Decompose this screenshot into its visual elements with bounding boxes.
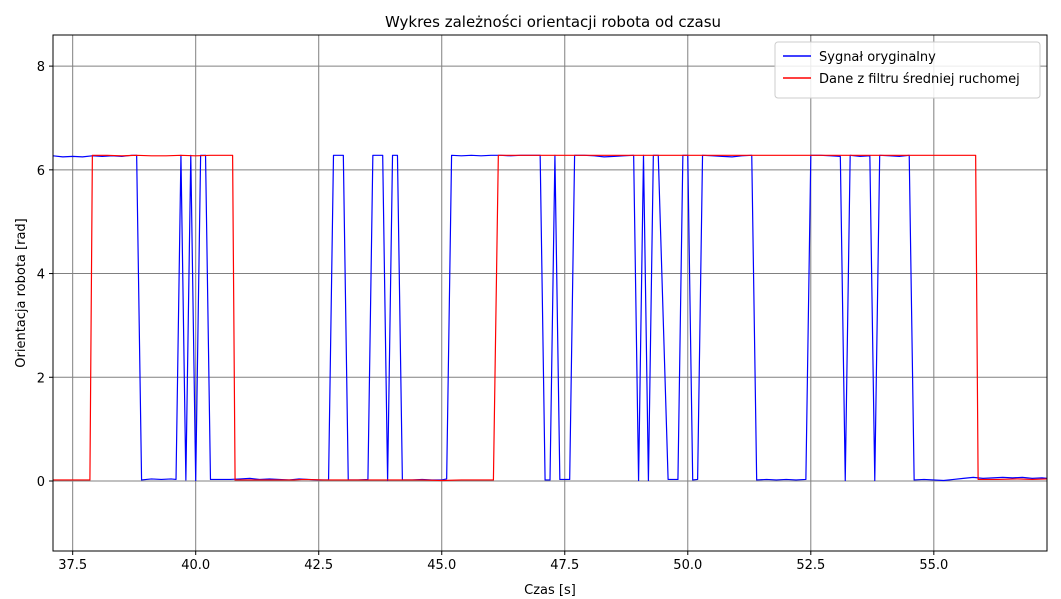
y-tick-label: 6 [37, 164, 45, 179]
x-tick-label: 40.0 [181, 558, 210, 573]
x-tick-label: 47.5 [550, 558, 579, 573]
x-tick-label: 45.0 [427, 558, 456, 573]
x-tick-label: 55.0 [919, 558, 948, 573]
plot-frame [52, 34, 1048, 552]
chart-title: Wykres zależności orientacji robota od c… [385, 13, 721, 31]
x-tick-label: 42.5 [304, 558, 333, 573]
x-tick-label: 52.5 [796, 558, 825, 573]
series-line-original [53, 154, 1047, 482]
legend-entry-label: Sygnał oryginalny [819, 50, 936, 65]
legend-box [774, 41, 1041, 99]
plot-series [53, 154, 1047, 482]
y-tick-label: 2 [37, 371, 45, 386]
series-line-moving-average [53, 154, 1047, 482]
y-axis-label: Orientacja robota [rad] [14, 218, 29, 367]
axis-ticks: 37.5 40.0 42.5 45.0 47.5 50.0 52.5 55.0 0 2 4 6 8 [37, 60, 949, 573]
grid [53, 35, 1047, 551]
y-tick-label: 0 [37, 475, 45, 490]
y-tick-label: 4 [37, 268, 45, 283]
legend-entry-label: Dane z filtru średniej ruchomej [819, 72, 1020, 87]
x-tick-label: 50.0 [673, 558, 702, 573]
x-tick-label: 37.5 [58, 558, 87, 573]
x-axis-label: Czas [s] [524, 583, 576, 598]
legend: Sygnał oryginalny Dane z filtru średniej … [774, 41, 1041, 99]
y-tick-label: 8 [37, 60, 45, 75]
